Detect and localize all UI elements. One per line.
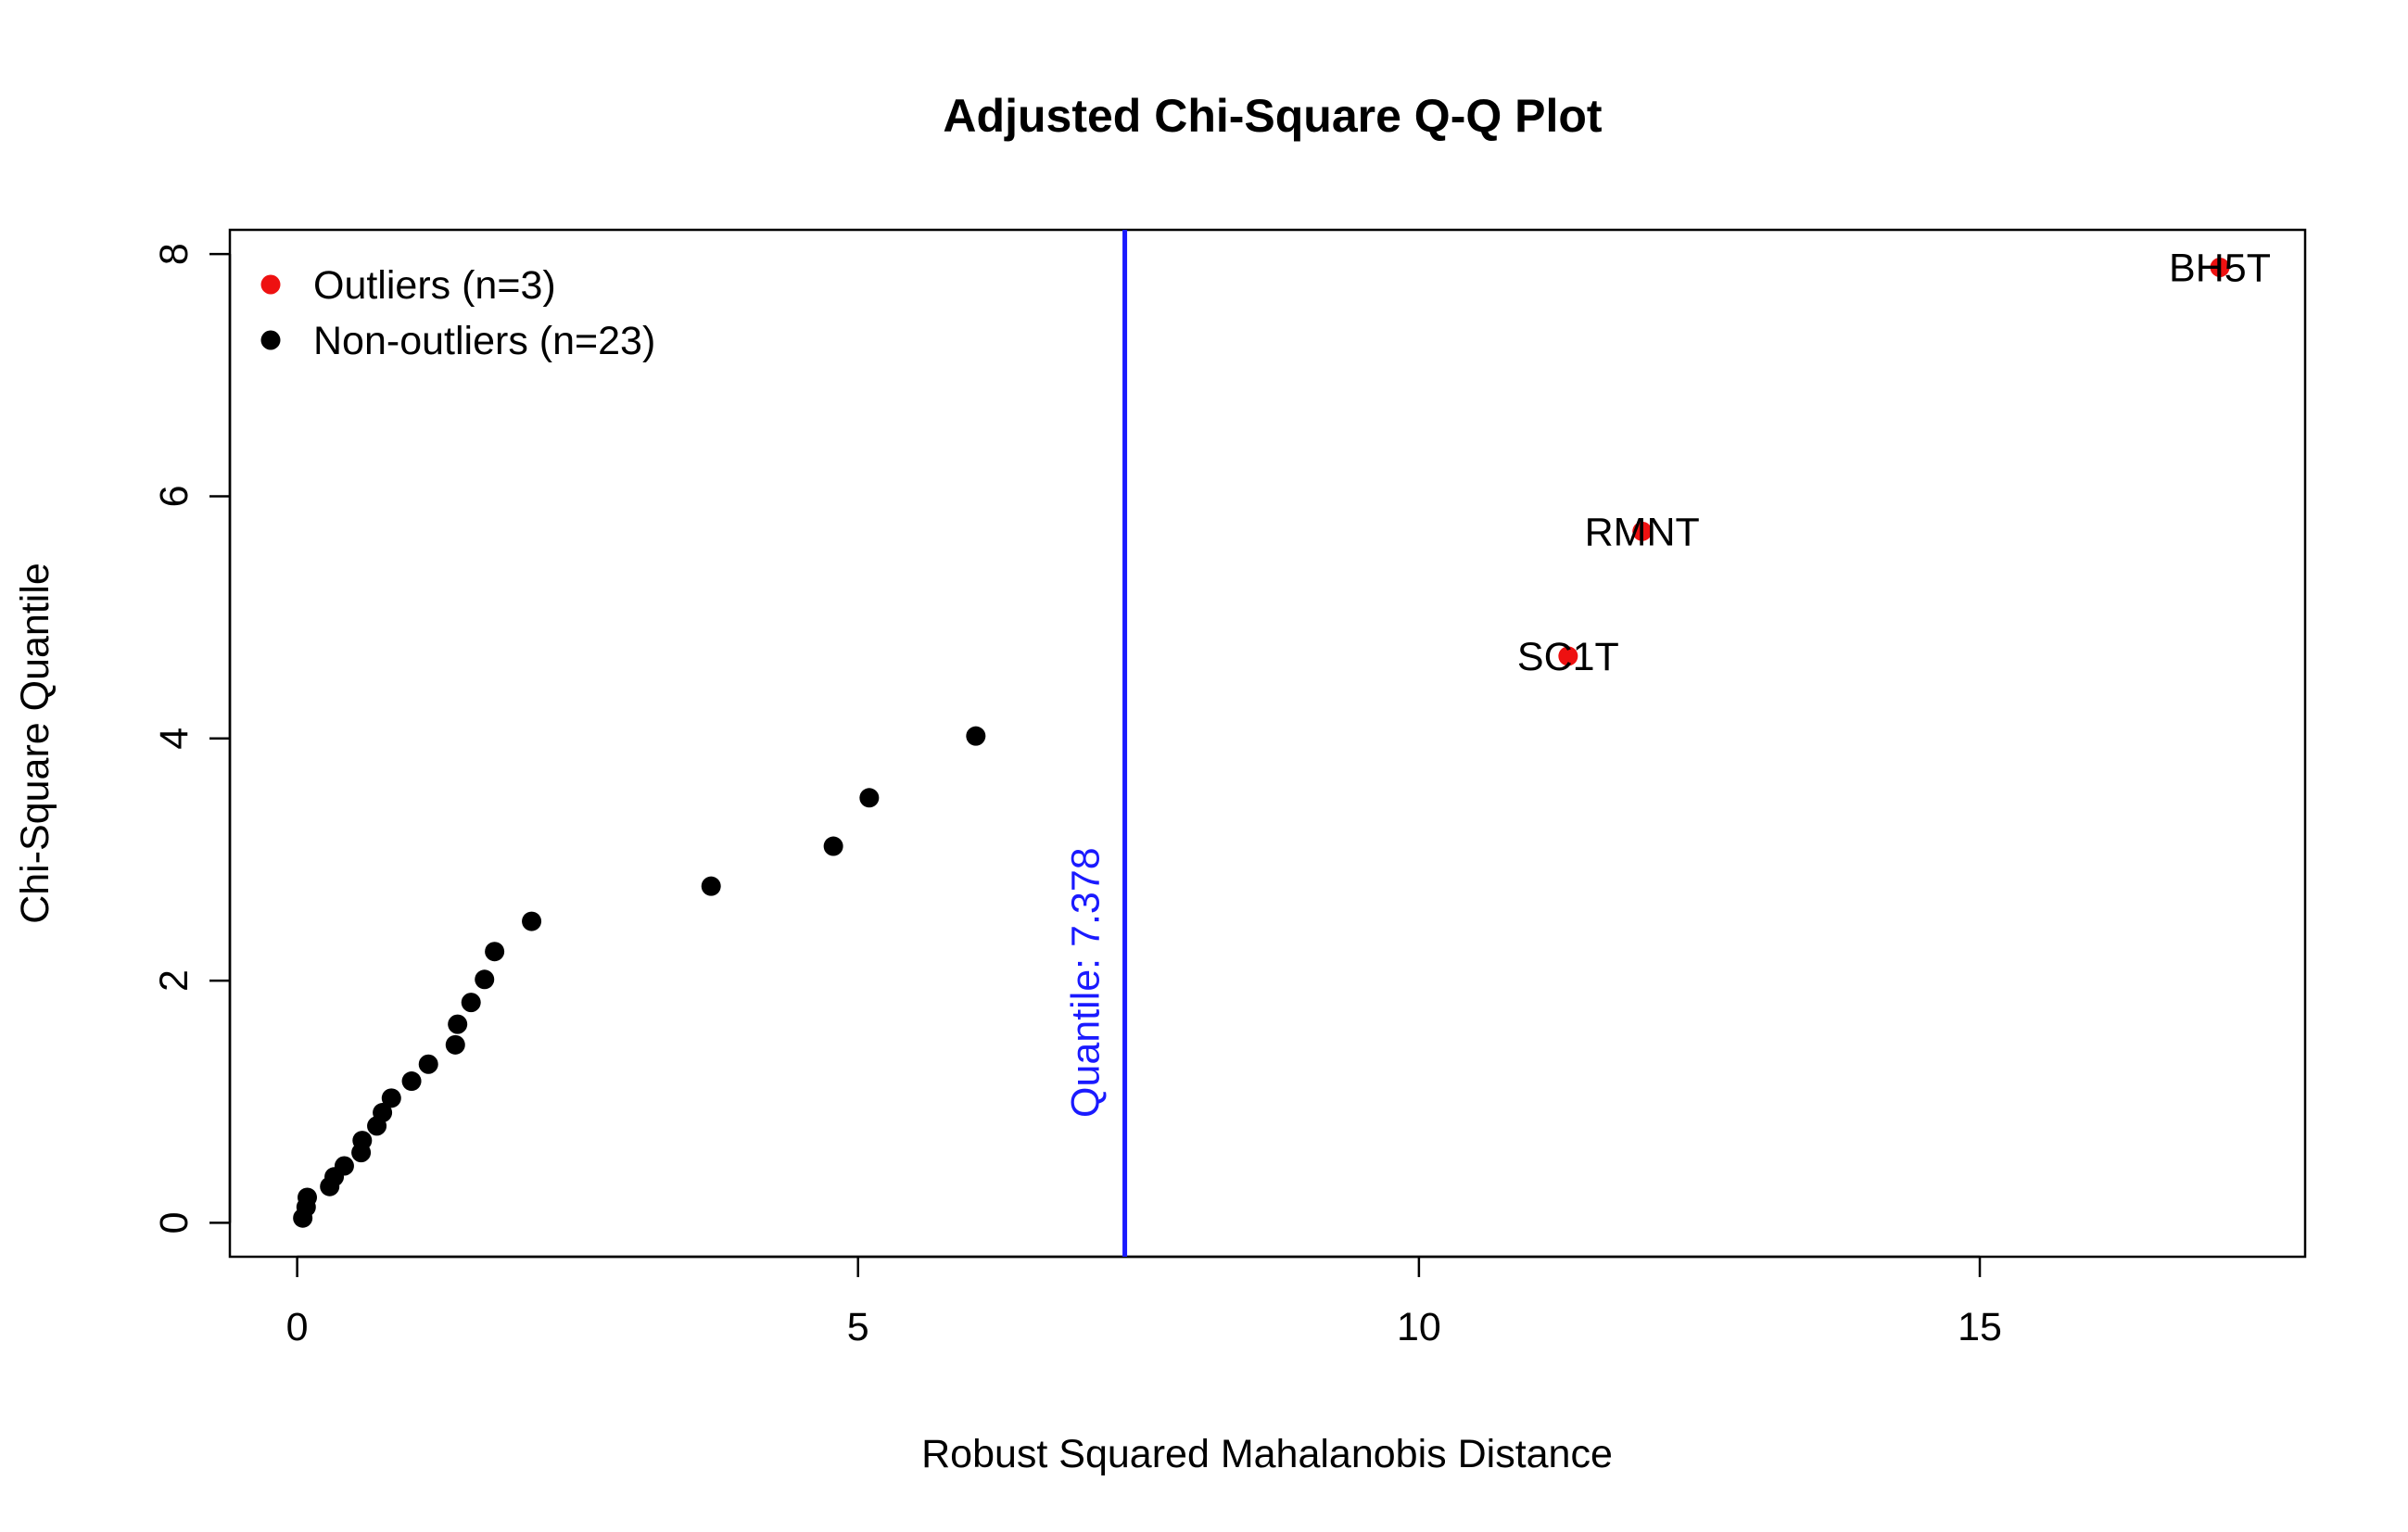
- point-labels: SC1T RMNT BH5T: [1517, 247, 2271, 679]
- outlier-point: [2210, 258, 2230, 278]
- chart-title: Adjusted Chi-Square Q-Q Plot: [943, 90, 1602, 142]
- legend: Outliers (n=3) Non-outliers (n=23): [260, 263, 655, 363]
- legend-marker: [260, 274, 281, 295]
- non-outlier-point: [823, 836, 843, 856]
- non-outlier-point: [381, 1088, 401, 1108]
- point-label: SC1T: [1517, 635, 1619, 679]
- outlier-point: [1558, 646, 1578, 666]
- y-axis-label: Chi-Square Quantile: [13, 563, 57, 924]
- y-tick-label: 6: [152, 485, 196, 507]
- x-tick-label: 10: [1397, 1305, 1441, 1349]
- y-tick-label: 4: [152, 728, 196, 750]
- non-outlier-point: [461, 993, 481, 1013]
- non-outlier-point: [373, 1103, 393, 1123]
- y-tick-label: 0: [152, 1211, 196, 1234]
- non-outlier-point: [445, 1034, 465, 1055]
- legend-label: Non-outliers (n=23): [313, 319, 655, 363]
- legend-marker: [260, 330, 281, 350]
- legend-label: Outliers (n=3): [313, 263, 556, 308]
- reference-line-group: Quantile: 7.378: [1064, 230, 1128, 1257]
- x-axis-label: Robust Squared Mahalanobis Distance: [921, 1432, 1613, 1476]
- non-outlier-point: [475, 969, 495, 990]
- x-tick-label: 15: [1958, 1305, 2002, 1349]
- non-outlier-point: [966, 726, 986, 746]
- data-points: [293, 258, 2230, 1228]
- non-outlier-point: [352, 1131, 373, 1151]
- y-axis: 0 2 4 6 8: [152, 243, 232, 1234]
- non-outlier-point: [859, 788, 880, 808]
- non-outlier-point: [522, 911, 542, 931]
- y-tick-label: 8: [152, 243, 196, 265]
- y-tick-label: 2: [152, 969, 196, 992]
- x-axis: 0 5 10 15: [286, 1255, 2002, 1349]
- non-outlier-point: [448, 1014, 468, 1034]
- point-label: BH5T: [2169, 247, 2271, 291]
- non-outlier-point: [298, 1187, 318, 1208]
- non-outlier-point: [401, 1071, 422, 1092]
- outlier-point: [1632, 521, 1653, 541]
- non-outlier-point: [334, 1156, 354, 1176]
- non-outlier-point: [418, 1054, 438, 1074]
- x-tick-label: 5: [847, 1305, 869, 1349]
- non-outlier-point: [485, 942, 505, 962]
- point-label: RMNT: [1585, 510, 1700, 554]
- quantile-reference-label: Quantile: 7.378: [1064, 847, 1109, 1118]
- x-tick-label: 0: [286, 1305, 309, 1349]
- non-outlier-point: [701, 876, 721, 896]
